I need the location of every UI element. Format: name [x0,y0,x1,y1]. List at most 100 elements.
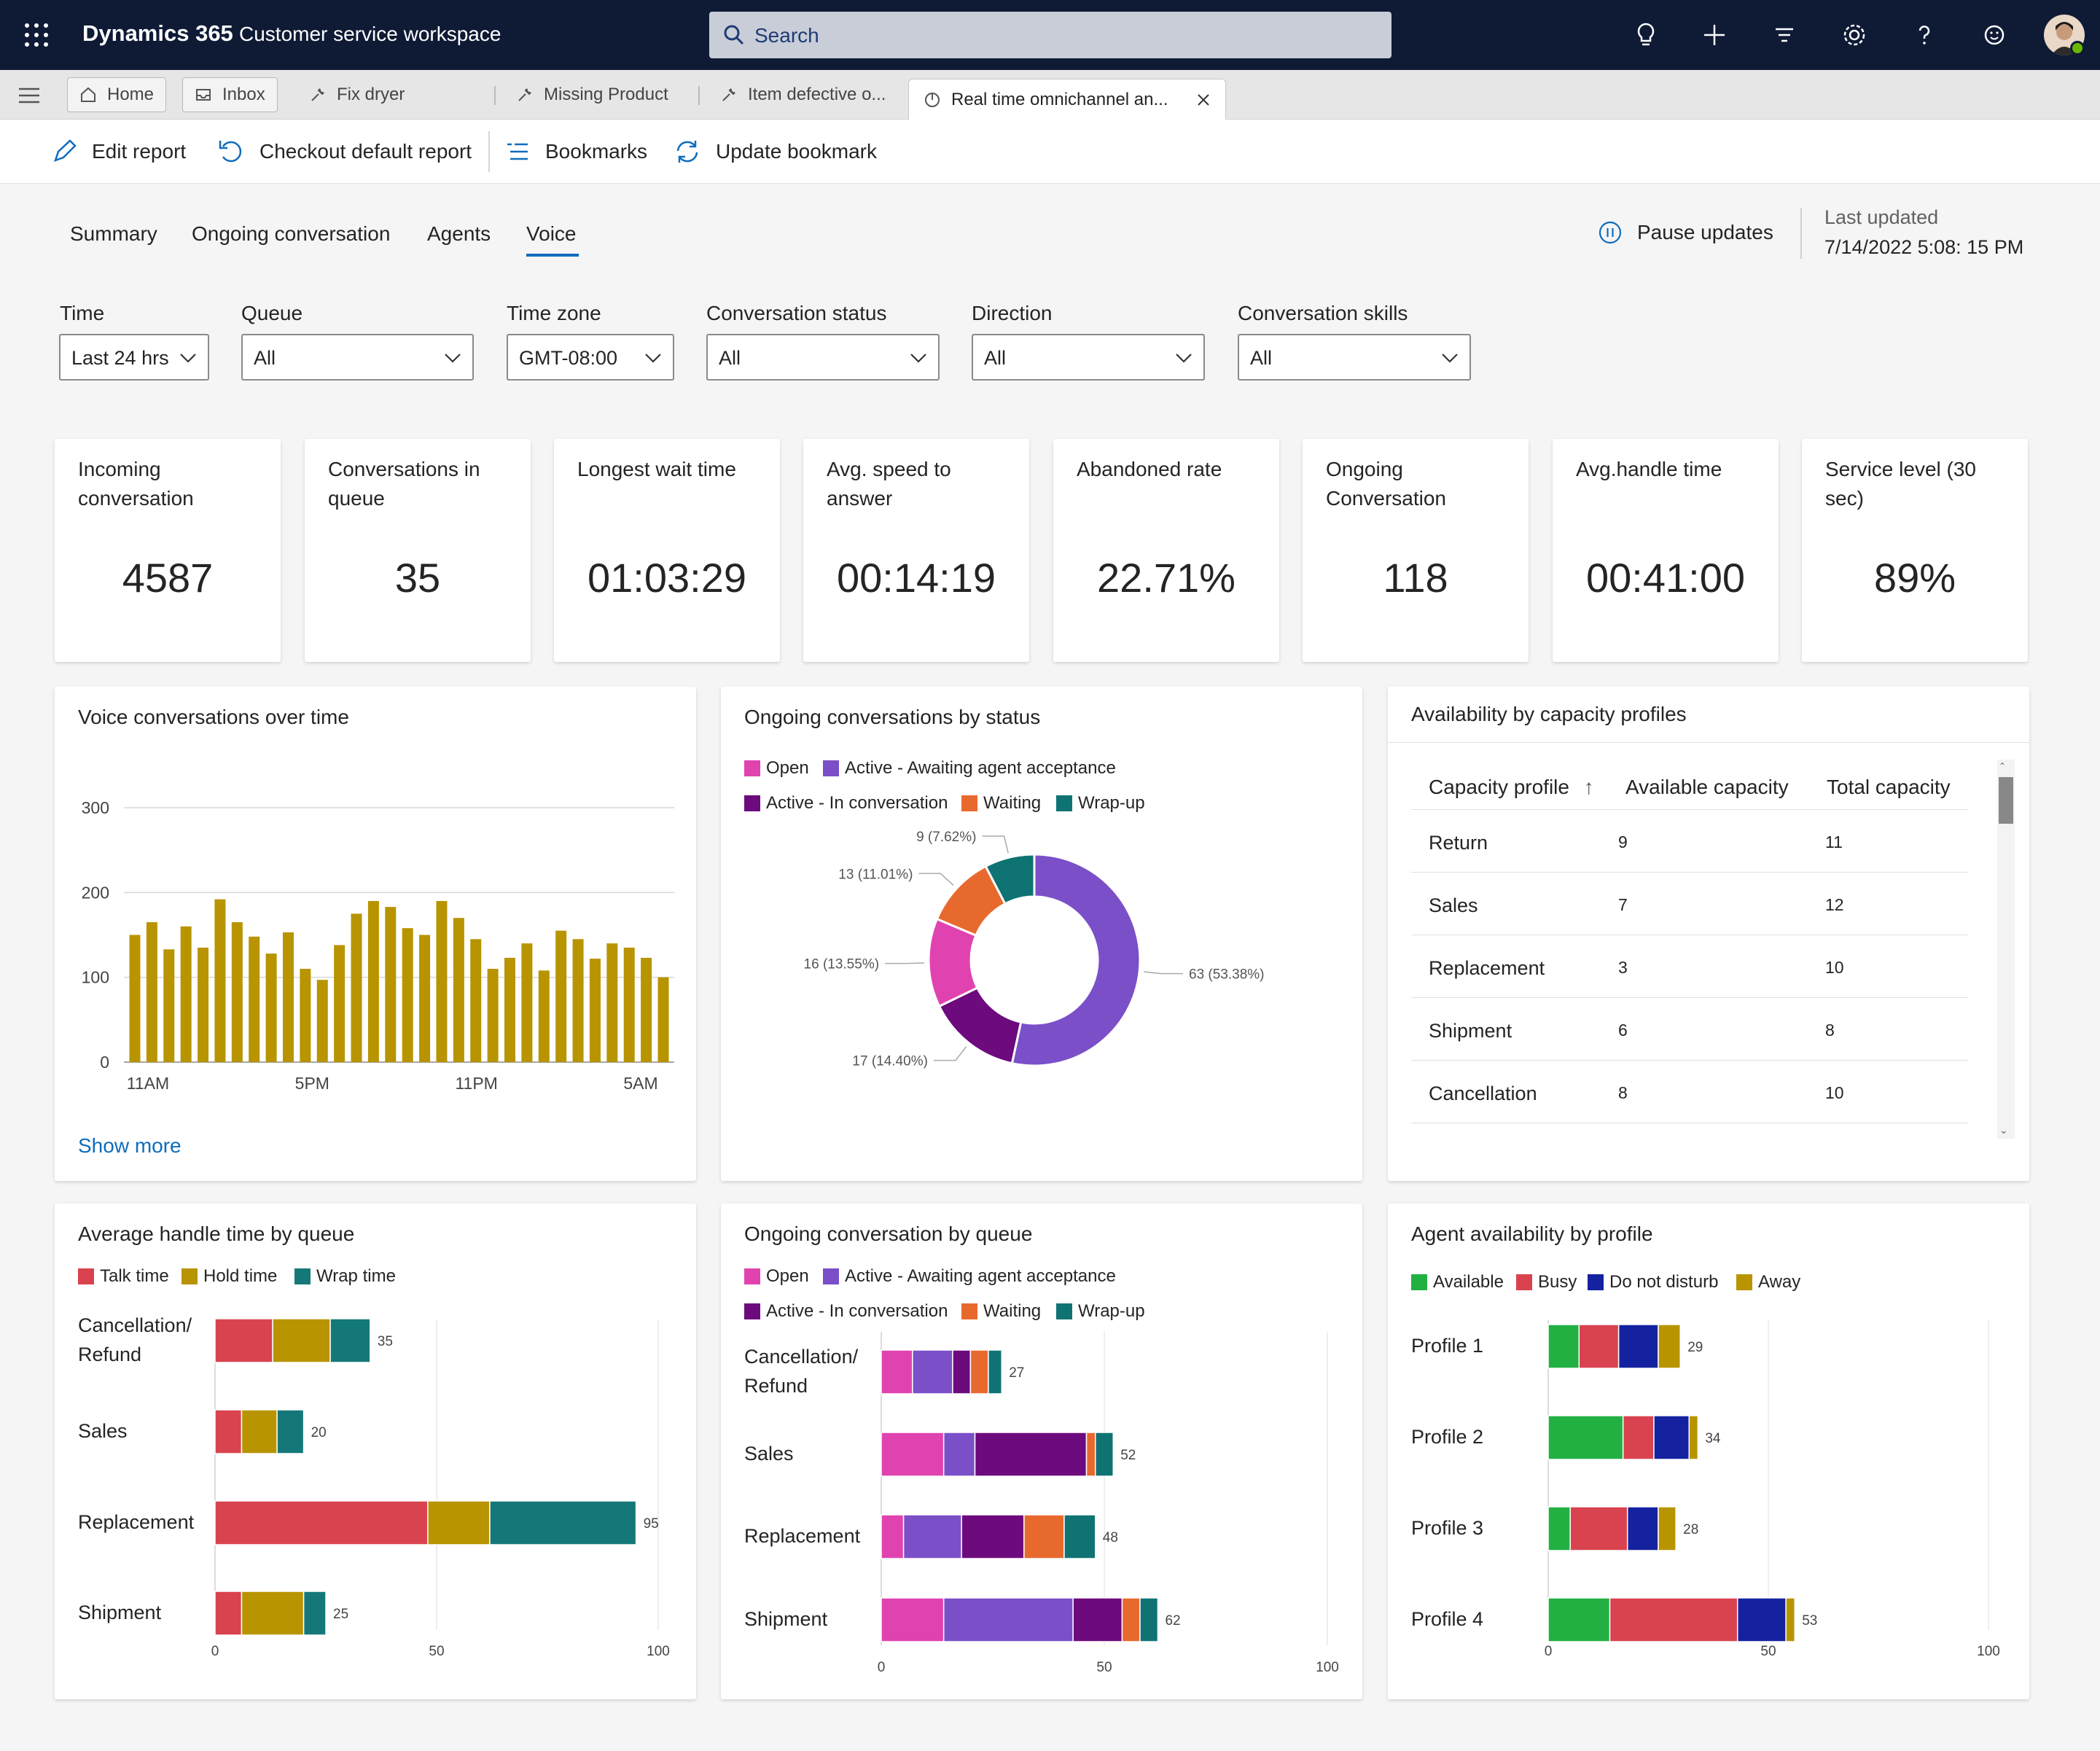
bar-segment [1085,1432,1096,1477]
kpi-card-incoming-conversation: Incoming conversation 4587 [55,439,281,662]
card-title: Availability by capacity profiles [1411,703,1687,725]
queue-filter-dropdown[interactable]: All [241,334,474,381]
filter-label-conversation-skills: Conversation skills [1238,302,1408,324]
scrollbar-thumb[interactable] [1999,777,2013,824]
bar-segment [1626,1506,1659,1551]
legend-item: Waiting [961,793,1041,814]
bar-segment [214,1500,429,1545]
agent-stacked-bar-chart: 0 50 100 Profile 1 29 Profile 2 34 Profile 3 28 P… [1411,1320,2000,1659]
bar [231,922,243,1062]
cell-total: 11 [1825,832,1843,851]
legend-label: Waiting [983,793,1042,813]
category-label: Profile 3 [1411,1517,1483,1539]
bar-segment [241,1409,278,1454]
kpi-value: 00:41:00 [1586,555,1745,601]
legend-label: Away [1758,1272,1801,1292]
tab-ongoing-conversation[interactable]: Ongoing conversation [192,222,391,245]
kpi-card-avg-speed-to-answer: Avg. speed to answer 00:14:19 [803,439,1029,662]
bar-segment [1063,1514,1096,1559]
tab-real-time-analytics[interactable]: Real time omnichannel an... [908,79,1226,120]
bar-segment [961,1514,1025,1559]
bar-segment [1622,1415,1655,1460]
bar [367,900,379,1062]
bar-segment [912,1349,953,1395]
total-label: 25 [333,1607,348,1622]
lightbulb-icon[interactable] [1631,20,1660,50]
bookmarks-button[interactable]: Bookmarks [504,137,647,166]
legend-swatch [744,760,760,776]
legend-label: Active - In conversation [766,793,948,813]
legend-item: Wrap-up [1056,1301,1145,1322]
tab-agents[interactable]: Agents [427,222,491,245]
hamburger-menu-icon[interactable] [17,86,41,105]
legend-swatch [744,1268,760,1284]
data-label: 9 (7.62%) [916,830,976,845]
tab-home[interactable]: Home [67,77,167,112]
conversation-status-filter-dropdown[interactable]: All [706,334,940,381]
tab-voice[interactable]: Voice [526,222,577,245]
update-bookmark-button[interactable]: Update bookmark [674,137,877,166]
cell-profile: Return [1429,832,1488,854]
tab-fix-dryer[interactable]: Fix dryer [309,77,405,112]
column-header-total-capacity[interactable]: Total capacity [1827,776,1951,798]
scroll-down-icon[interactable]: ⌄ [1999,1124,2008,1136]
donut-slice [984,853,1036,905]
column-header-capacity-profile[interactable]: Capacity profile ↑ [1429,776,1594,799]
tab-summary[interactable]: Summary [70,222,157,245]
checkout-default-report-button[interactable]: Checkout default report [217,137,472,166]
legend-swatch [1516,1274,1532,1290]
search-input[interactable]: Search [709,12,1391,58]
feedback-smiley-icon[interactable] [1980,20,2009,50]
app-launcher-icon[interactable] [22,20,51,50]
close-tab-icon[interactable] [1196,93,1211,107]
vertical-scrollbar[interactable]: ⌃ ⌄ [1997,760,2015,1139]
card-title: Ongoing conversations by status [744,706,1041,728]
kpi-title: Avg.handle time [1576,458,1722,480]
filter-label-queue: Queue [241,302,303,324]
settings-gear-icon[interactable] [1840,20,1869,50]
brand-title[interactable]: Dynamics 365 [82,20,233,46]
conversation-skills-filter-dropdown[interactable]: All [1238,334,1471,381]
chevron-down-icon [180,354,196,363]
scroll-up-icon[interactable]: ⌃ [1999,761,2007,771]
tab-item-defective[interactable]: Item defective o... [720,77,886,112]
button-label: Edit report [92,140,187,163]
legend-label: Wrap-up [1078,793,1145,813]
kpi-value: 118 [1383,555,1448,601]
filter-icon[interactable] [1770,20,1799,50]
cell-total: 12 [1825,895,1844,914]
time-zone-filter-dropdown[interactable]: GMT-08:00 [507,334,674,381]
column-header-available-capacity[interactable]: Available capacity [1625,776,1789,798]
legend-label: Open [766,1266,809,1286]
show-more-link[interactable]: Show more [78,1134,181,1157]
legend-item: Open [744,1266,809,1287]
kpi-title: Incoming conversation [78,458,194,510]
legend-swatch [78,1268,94,1284]
tab-missing-product[interactable]: Missing Product [516,77,668,112]
category-label: Refund [744,1375,808,1397]
time-filter-dropdown[interactable]: Last 24 hrs [59,334,209,381]
kpi-title: Service level (30 sec) [1825,458,1976,510]
plus-icon[interactable] [1700,20,1729,50]
bar-segment [1547,1324,1580,1369]
help-icon[interactable] [1910,20,1939,50]
ongoing-by-queue-card: Ongoing conversation by queue Open Activ… [721,1204,1362,1699]
bar [538,970,550,1062]
legend-label: Hold time [203,1266,278,1286]
y-tick-label: 100 [82,968,109,987]
pause-updates-button[interactable]: Pause updates [1598,220,1773,245]
cell-total: 8 [1825,1021,1835,1040]
tab-inbox[interactable]: Inbox [182,77,278,112]
edit-report-button[interactable]: Edit report [51,137,186,166]
aht-by-queue-card: Average handle time by queue Talk time H… [55,1204,696,1699]
legend-item: Active - In conversation [744,793,948,814]
bar [606,943,618,1062]
direction-filter-dropdown[interactable]: All [972,334,1205,381]
row-divider [1411,1060,1968,1061]
category-label: Replacement [744,1525,861,1547]
button-label: Pause updates [1637,221,1773,243]
bar [453,918,464,1062]
legend-swatch [1588,1274,1604,1290]
bar [657,977,669,1062]
bar-segment [1072,1597,1123,1642]
